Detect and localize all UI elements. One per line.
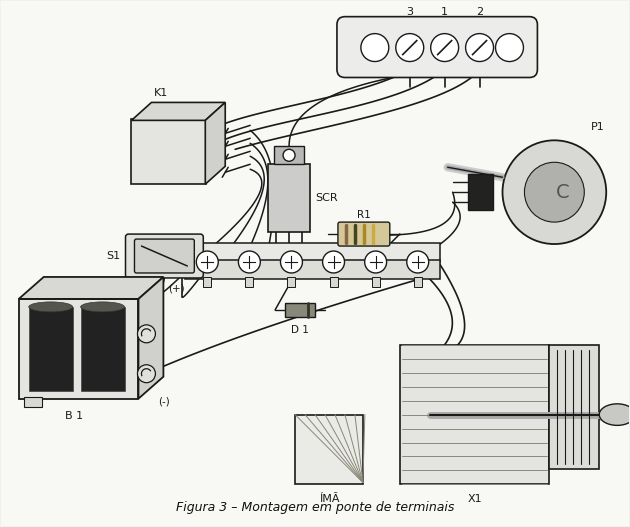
Bar — [295, 415, 363, 484]
Text: C: C — [556, 183, 569, 202]
Circle shape — [365, 251, 387, 273]
Text: (-): (-) — [158, 397, 170, 407]
Bar — [295, 415, 363, 484]
Circle shape — [503, 140, 606, 244]
Circle shape — [137, 365, 156, 383]
Circle shape — [280, 251, 302, 273]
Bar — [185, 260, 440, 279]
Text: (+): (+) — [168, 284, 185, 294]
Bar — [400, 345, 549, 484]
Text: D 1: D 1 — [291, 325, 309, 335]
Bar — [29, 307, 72, 391]
FancyBboxPatch shape — [337, 17, 537, 77]
Circle shape — [323, 251, 345, 273]
Ellipse shape — [29, 302, 72, 312]
Bar — [295, 415, 363, 484]
Bar — [287, 277, 295, 287]
Bar — [274, 147, 304, 164]
Text: SCR: SCR — [315, 193, 338, 203]
Text: R1: R1 — [357, 210, 370, 220]
Circle shape — [197, 251, 218, 273]
Text: X1: X1 — [467, 494, 482, 504]
Polygon shape — [19, 277, 163, 299]
Text: K1: K1 — [154, 89, 168, 99]
Bar — [414, 277, 421, 287]
Bar — [203, 277, 211, 287]
Circle shape — [524, 162, 584, 222]
Circle shape — [466, 34, 493, 62]
Bar — [132, 120, 206, 184]
FancyBboxPatch shape — [125, 234, 203, 278]
Bar — [372, 277, 380, 287]
Circle shape — [137, 325, 156, 343]
Circle shape — [283, 149, 295, 161]
Circle shape — [238, 251, 260, 273]
Bar — [295, 415, 363, 484]
Circle shape — [407, 251, 428, 273]
Text: B 1: B 1 — [65, 411, 83, 421]
Bar — [24, 397, 42, 407]
Bar — [295, 415, 363, 484]
Ellipse shape — [599, 404, 630, 425]
Bar — [467, 174, 493, 210]
Bar — [185, 243, 440, 262]
Bar — [295, 415, 363, 484]
Polygon shape — [132, 102, 226, 120]
Circle shape — [361, 34, 389, 62]
FancyBboxPatch shape — [338, 222, 390, 246]
Text: 3: 3 — [406, 7, 413, 17]
Bar — [295, 415, 363, 484]
Bar — [295, 415, 363, 484]
Bar — [329, 277, 338, 287]
Bar — [245, 277, 253, 287]
Bar — [19, 299, 139, 398]
FancyBboxPatch shape — [134, 239, 194, 273]
Polygon shape — [205, 102, 226, 184]
Circle shape — [496, 34, 524, 62]
Bar — [285, 303, 315, 317]
Text: 2: 2 — [476, 7, 483, 17]
Bar — [81, 307, 125, 391]
Text: P1: P1 — [592, 122, 605, 132]
Text: S1: S1 — [106, 251, 121, 261]
Text: Figura 3 – Montagem em ponte de terminais: Figura 3 – Montagem em ponte de terminai… — [176, 501, 454, 514]
Circle shape — [431, 34, 459, 62]
Text: ÍMÃ: ÍMÃ — [319, 494, 339, 504]
Text: 1: 1 — [441, 7, 448, 17]
Polygon shape — [139, 277, 163, 398]
Circle shape — [396, 34, 424, 62]
Ellipse shape — [81, 302, 125, 312]
Bar — [268, 164, 310, 232]
Bar — [549, 345, 599, 470]
Bar — [295, 415, 363, 484]
